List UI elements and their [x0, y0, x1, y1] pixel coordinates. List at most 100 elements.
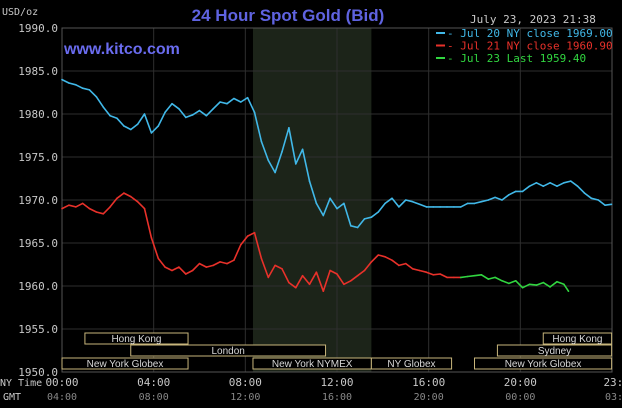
timestamp: July 23, 2023 21:38: [470, 13, 596, 26]
market-session-box: [61, 357, 189, 370]
series-point: [418, 203, 421, 206]
series-point: [157, 257, 160, 260]
x-tick-label-ny: 00:00: [45, 376, 78, 389]
x-tick-label-gmt: 08:00: [139, 392, 169, 403]
series-point: [233, 259, 235, 262]
y-tick-label: 1965.0: [18, 237, 58, 250]
series-point: [288, 281, 290, 284]
series-point: [95, 211, 98, 213]
series-point: [542, 185, 545, 187]
series-point: [315, 202, 318, 205]
y-tick-label: 1975.0: [18, 151, 58, 164]
series-point: [432, 274, 435, 276]
series-point: [205, 266, 208, 268]
series-point: [563, 182, 565, 184]
series-point: [604, 204, 606, 206]
x-tick-label-ny: 20:00: [504, 376, 537, 389]
series-point: [350, 225, 352, 227]
series-point: [336, 207, 338, 210]
series-point: [219, 261, 221, 263]
series-point: [411, 200, 414, 203]
series-point: [480, 200, 483, 203]
series-point: [253, 231, 256, 234]
series-point: [466, 202, 469, 205]
series-point: [260, 140, 263, 143]
gmt-label: GMT: [3, 392, 21, 403]
y-tick-label: 1970.0: [18, 194, 58, 207]
series-point: [521, 190, 524, 193]
series-point: [446, 206, 448, 208]
market-session-label: New York NYMEX: [272, 359, 353, 370]
legend-entry: - Jul 21 NY close 1960.90: [447, 40, 613, 53]
y-tick-label: 1950.0: [18, 366, 58, 379]
y-axis: 1950.0 1955.0 1960.0 1965.0 1970.0 1975.0 1980…: [18, 22, 58, 379]
market-session-label: London: [211, 346, 244, 357]
series-point: [350, 280, 352, 282]
series-point: [363, 218, 366, 220]
series-point: [274, 264, 276, 267]
series-point: [343, 283, 345, 286]
x-tick-label-ny: 12:00: [320, 376, 353, 389]
series-point: [453, 276, 455, 279]
series-point: [81, 202, 84, 205]
market-session-label: Sydney: [538, 346, 571, 357]
series-point: [377, 211, 380, 213]
series-point: [535, 182, 538, 184]
series-point: [253, 111, 256, 114]
series-point: [535, 284, 538, 286]
series-point: [322, 214, 325, 217]
series-point: [301, 274, 304, 277]
x-tick-label-gmt: 16:00: [322, 392, 352, 403]
series-point: [191, 114, 194, 116]
series-point: [88, 89, 91, 91]
series-point: [164, 266, 166, 268]
series-point: [370, 261, 373, 263]
series-point: [343, 202, 345, 205]
series-point: [102, 213, 105, 215]
series-point: [453, 206, 455, 208]
market-session-label: Hong Kong: [552, 334, 602, 345]
series-point: [439, 206, 441, 208]
series-point: [494, 276, 496, 279]
series-point: [240, 243, 242, 246]
series-point: [356, 226, 359, 229]
x-axis: 00:00 04:00 08:00 12:00 16:00 20:00 23:59 04:00…: [45, 376, 622, 403]
series-point: [75, 206, 77, 208]
series-point: [281, 268, 283, 270]
series-point: [75, 84, 77, 86]
market-session-label: NY Globex: [387, 359, 435, 370]
series-point: [198, 262, 201, 265]
series-point: [267, 159, 270, 162]
market-session-box: [542, 332, 613, 345]
x-tick-label-gmt: 04:00: [47, 392, 77, 403]
series-point: [508, 194, 510, 196]
series-point: [391, 197, 393, 200]
market-session-box: [370, 357, 453, 370]
series-point: [109, 114, 111, 117]
legend-entry: - Jul 20 NY close 1969.00: [447, 27, 613, 40]
series-point: [494, 196, 496, 199]
series-point: [329, 197, 331, 200]
series-point: [130, 195, 132, 198]
series-point: [260, 257, 263, 260]
x-tick-label-ny: 16:00: [412, 376, 445, 389]
series-point: [487, 199, 490, 201]
series-point: [556, 185, 558, 187]
series-point: [88, 207, 91, 210]
market-session-box: [474, 357, 613, 370]
y-tick-label: 1955.0: [18, 323, 58, 336]
chart-title: 24 Hour Spot Gold (Bid): [192, 6, 385, 25]
series-point: [185, 116, 187, 119]
series-point: [556, 280, 558, 283]
series-point: [198, 109, 201, 112]
series-point: [191, 269, 194, 272]
series-point: [116, 197, 118, 200]
series-point: [116, 117, 118, 120]
x-tick-label-ny: 04:00: [137, 376, 170, 389]
series-point: [315, 271, 318, 274]
series-point: [501, 280, 503, 282]
series-point: [466, 275, 469, 278]
x-tick-label-ny: 23:59: [603, 376, 622, 389]
series-point: [432, 206, 435, 208]
market-session-box: [84, 332, 189, 345]
